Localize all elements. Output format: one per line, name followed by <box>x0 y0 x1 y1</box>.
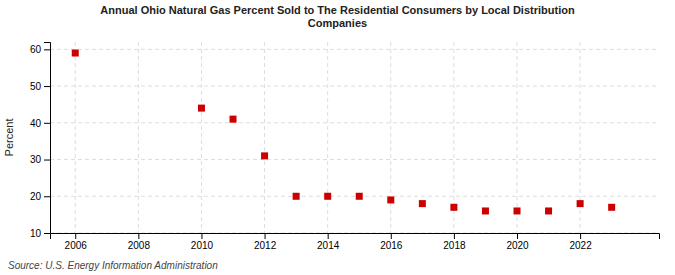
point <box>261 152 268 159</box>
tick-label: 2020 <box>506 240 529 251</box>
tick-mark <box>328 233 329 239</box>
tick-mark <box>44 160 50 161</box>
tick-mark <box>44 123 50 124</box>
tick: 2018 <box>443 233 466 251</box>
tick: 2012 <box>254 233 277 251</box>
tick-mark <box>517 233 518 239</box>
grid-line <box>201 42 202 233</box>
tick-label: 10 <box>30 228 42 239</box>
point <box>198 105 205 112</box>
chart: Annual Ohio Natural Gas Percent Sold to … <box>0 0 675 275</box>
tick-label: 30 <box>30 154 42 165</box>
point <box>387 196 394 203</box>
tick-mark <box>580 233 581 239</box>
point <box>356 193 363 200</box>
tick-mark <box>265 233 266 239</box>
tick-mark <box>44 86 50 87</box>
point <box>230 116 237 123</box>
tick-label: 50 <box>30 81 42 92</box>
tick-label: 2016 <box>380 240 403 251</box>
axis-line <box>51 234 660 240</box>
point <box>545 207 552 214</box>
tick-label: 2018 <box>443 240 466 251</box>
plot: 2006 2008 2010 2012 2014 2016 2018 2020 2022 10 20… <box>30 42 660 251</box>
tick: 2010 <box>191 233 214 251</box>
grid-line <box>327 42 328 233</box>
point <box>72 50 79 57</box>
point <box>608 204 615 211</box>
y-axis-title: Percent <box>3 119 15 157</box>
tick-mark <box>138 233 139 239</box>
point <box>324 193 331 200</box>
tick: 30 <box>30 154 50 165</box>
y-axis: 10 20 30 40 50 60 <box>30 43 51 239</box>
point <box>293 193 300 200</box>
tick: 60 <box>30 44 50 55</box>
tick: 2022 <box>569 233 592 251</box>
tick-mark <box>44 196 50 197</box>
grid-line <box>50 49 659 50</box>
tick: 2020 <box>506 233 529 251</box>
tick: 2006 <box>65 233 88 251</box>
source-note: Source: U.S. Energy Information Administ… <box>8 260 218 271</box>
tick: 2014 <box>317 233 340 251</box>
tick-label: 60 <box>30 44 42 55</box>
tick: 2008 <box>128 233 151 251</box>
tick-mark <box>201 233 202 239</box>
points <box>72 50 615 215</box>
point <box>482 207 489 214</box>
tick-label: 40 <box>30 118 42 129</box>
tick-label: 2006 <box>65 240 88 251</box>
grid-line <box>50 122 659 123</box>
grid <box>50 42 659 233</box>
grid-line <box>50 159 659 160</box>
grid-line <box>75 42 76 233</box>
grid-line <box>50 196 659 197</box>
grid-line <box>390 42 391 233</box>
point <box>419 200 426 207</box>
tick: 2016 <box>380 233 403 251</box>
tick-mark <box>75 233 76 239</box>
tick-label: 2012 <box>254 240 277 251</box>
grid-line <box>517 42 518 233</box>
tick: 10 <box>30 228 50 239</box>
tick-label: 2008 <box>128 240 151 251</box>
point <box>577 200 584 207</box>
point <box>450 204 457 211</box>
grid-line <box>50 86 659 87</box>
tick: 40 <box>30 118 50 129</box>
tick-mark <box>44 49 50 50</box>
point <box>514 207 521 214</box>
tick-mark <box>454 233 455 239</box>
grid-line <box>264 42 265 233</box>
tick-label: 20 <box>30 191 42 202</box>
axis-line <box>44 43 51 234</box>
tick: 20 <box>30 191 50 202</box>
tick-label: 2010 <box>191 240 214 251</box>
tick-mark <box>44 233 50 234</box>
tick-label: 2014 <box>317 240 340 251</box>
tick-mark <box>391 233 392 239</box>
grid-line <box>138 42 139 233</box>
tick-label: 2022 <box>569 240 592 251</box>
title: Annual Ohio Natural Gas Percent Sold to … <box>100 4 575 29</box>
x-axis: 2006 2008 2010 2012 2014 2016 2018 2020 2022 <box>51 233 660 251</box>
tick: 50 <box>30 81 50 92</box>
